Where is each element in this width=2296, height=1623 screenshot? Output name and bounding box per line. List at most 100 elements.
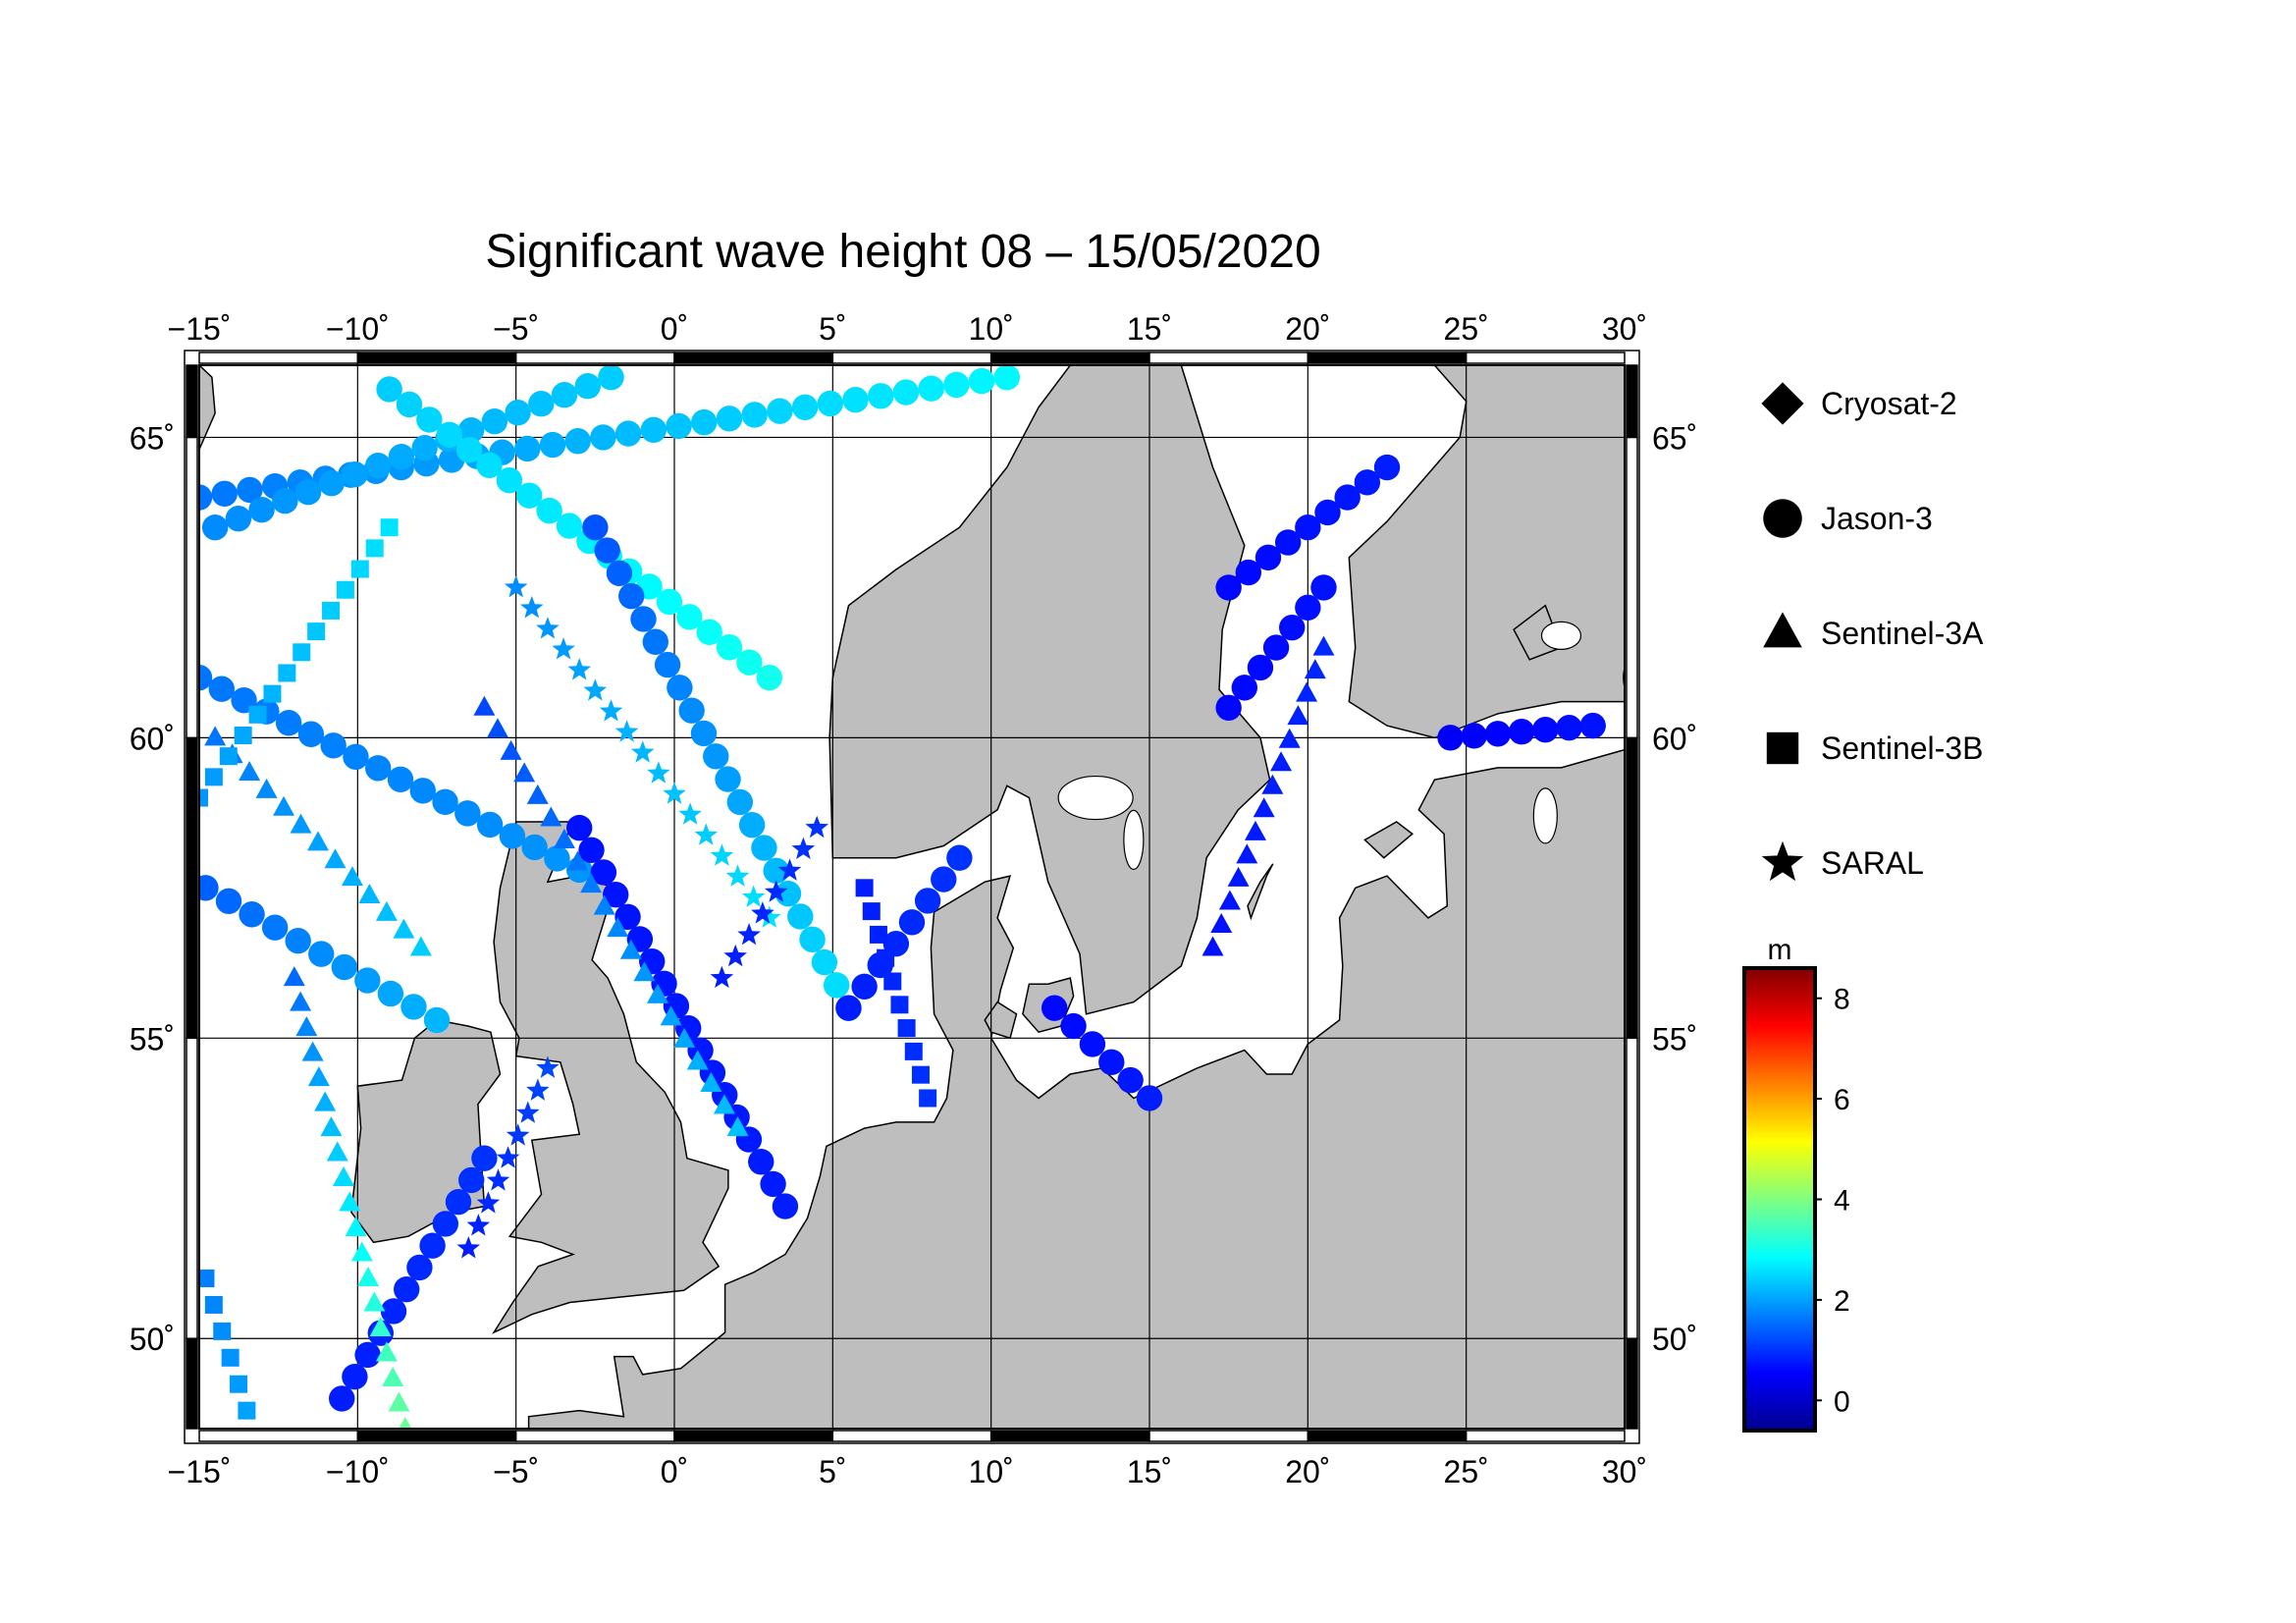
longitude-tick-label: −15˚ (168, 1454, 232, 1489)
longitude-tick-label: 20˚ (1285, 1454, 1330, 1489)
observation-point (791, 394, 819, 421)
latitude-labels-right: 50˚ 55˚ 60˚ 65˚ (1652, 420, 1697, 1357)
frame-segment (1626, 364, 1638, 439)
observation-point (1279, 614, 1306, 641)
observation-point (211, 480, 238, 507)
longitude-tick-label: −5˚ (493, 1454, 539, 1489)
latitude-tick-label: 65˚ (1652, 420, 1697, 456)
frame-segment (1465, 352, 1626, 364)
star-icon (1761, 840, 1804, 882)
observation-point (357, 1267, 380, 1287)
observation-point (726, 1116, 749, 1137)
frame-segment (356, 352, 517, 364)
observation-point (593, 894, 615, 915)
observation-point (432, 788, 458, 816)
observation-point (590, 424, 616, 451)
observation-point (238, 1401, 256, 1420)
observation-point (499, 823, 526, 849)
longitude-tick-label: 10˚ (969, 311, 1014, 347)
observation-point (666, 412, 692, 440)
observation-point (416, 406, 443, 433)
observation-point (388, 444, 415, 470)
longitude-tick-label: 25˚ (1444, 311, 1489, 347)
observation-point (590, 859, 617, 886)
observation-point (715, 766, 741, 792)
latitude-labels-left: 50˚ 55˚ 60˚ 65˚ (130, 420, 175, 1357)
observation-point (536, 617, 560, 639)
observation-point (1295, 514, 1321, 541)
observation-point (342, 461, 368, 488)
observation-point (723, 944, 747, 967)
colorbar-tick-label: 4 (1834, 1185, 1850, 1217)
observation-point (618, 582, 645, 610)
observation-point (400, 994, 427, 1020)
observation-point (855, 879, 874, 897)
outer-border (184, 350, 1640, 1444)
observation-point (598, 365, 624, 391)
map-border (198, 364, 1626, 1430)
observation-point (603, 881, 629, 908)
observation-point (248, 705, 267, 724)
observation-point (496, 467, 523, 494)
observation-point (295, 1016, 318, 1037)
latitude-tick-label: 60˚ (130, 721, 175, 756)
observation-point (656, 588, 683, 616)
land-gotland (1247, 863, 1274, 921)
observation-point (436, 421, 462, 449)
observation-point (307, 1066, 330, 1087)
observation-point (399, 1417, 412, 1429)
observation-point (751, 901, 774, 924)
frame-segment (1307, 352, 1468, 364)
observation-point (476, 1191, 501, 1214)
observation-point (521, 834, 548, 861)
observation-point (423, 1006, 451, 1034)
colorbar-scale (1742, 966, 1817, 1433)
observation-point (1461, 723, 1487, 749)
legend-item: Sentinel-3B (1766, 730, 1983, 766)
observation-point (339, 1191, 361, 1212)
observation-point (332, 1166, 354, 1187)
observation-point (504, 575, 528, 598)
observation-point (678, 802, 702, 825)
observation-point (904, 1042, 923, 1060)
latitude-tick-label: 55˚ (1652, 1021, 1697, 1056)
observation-point (382, 1367, 404, 1387)
observation-point (710, 965, 734, 989)
observation-point (516, 1101, 540, 1123)
observation-point (678, 697, 705, 724)
observation-point (898, 909, 926, 936)
latitude-tick-label: 60˚ (1652, 721, 1697, 756)
observation-point (1236, 843, 1258, 864)
circle-icon (1763, 499, 1802, 538)
observation-point (799, 926, 826, 952)
observation-point (514, 435, 541, 462)
observation-point (345, 1217, 367, 1237)
observation-point (741, 885, 766, 907)
observation-point (968, 367, 995, 395)
observation-point (823, 972, 850, 999)
frame-segment (514, 1430, 675, 1442)
observation-point (911, 1065, 930, 1084)
observation-point (1556, 714, 1582, 741)
longitude-labels-bottom: −15˚ −10˚ −5˚ 0˚ 5˚ 10˚ 15˚ 20˚ 25˚ 30˚ (168, 1454, 1648, 1489)
observation-point (406, 1254, 433, 1281)
observation-point (528, 391, 555, 417)
observation-point (694, 823, 719, 845)
observation-point (387, 766, 414, 793)
observation-point (506, 1123, 530, 1146)
frame-segment (673, 352, 834, 364)
longitude-tick-label: −15˚ (168, 311, 232, 347)
latitude-tick-label: 50˚ (1652, 1322, 1697, 1357)
latitude-tick-label: 50˚ (130, 1322, 175, 1357)
observation-point (457, 417, 485, 444)
observation-point (690, 720, 718, 747)
observation-point (556, 513, 583, 539)
observation-point (219, 747, 238, 766)
observation-point (580, 873, 603, 893)
diamond-icon (1761, 382, 1804, 425)
observation-point (314, 1091, 337, 1111)
observation-point (294, 479, 322, 506)
frame-segment (989, 352, 1150, 364)
observation-point (350, 1241, 373, 1262)
